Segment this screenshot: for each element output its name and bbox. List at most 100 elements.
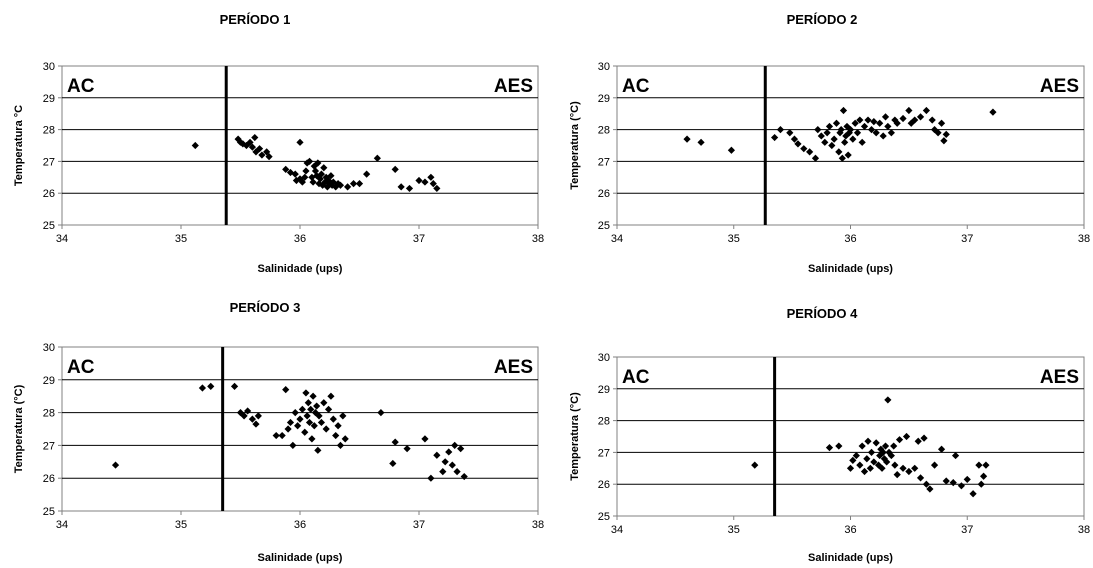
data-point xyxy=(336,441,345,449)
y-tick-label: 28 xyxy=(43,408,55,420)
data-point xyxy=(916,113,925,121)
data-point xyxy=(887,451,895,460)
data-point xyxy=(421,178,429,186)
data-point xyxy=(317,170,326,178)
y-tick-label: 28 xyxy=(43,125,55,137)
data-point xyxy=(814,126,822,134)
data-point xyxy=(825,444,834,452)
data-point xyxy=(309,392,317,400)
chart-title: PERÍODO 1 xyxy=(220,12,291,27)
data-point xyxy=(373,154,381,162)
data-point xyxy=(825,122,834,131)
data-point xyxy=(776,126,785,134)
data-point xyxy=(891,461,899,469)
data-point xyxy=(872,129,880,137)
data-point xyxy=(332,431,340,440)
data-point xyxy=(254,412,262,420)
data-point xyxy=(111,461,120,469)
data-point xyxy=(304,399,312,407)
y-tick-label: 26 xyxy=(598,188,610,200)
data-point xyxy=(885,448,893,456)
data-point xyxy=(252,148,260,156)
x-tick-label: 34 xyxy=(611,524,623,536)
data-point xyxy=(872,439,880,447)
y-tick-label: 25 xyxy=(598,220,610,232)
x-tick-label: 36 xyxy=(844,233,856,245)
data-point xyxy=(876,119,884,127)
data-point xyxy=(727,146,736,154)
data-point xyxy=(877,445,885,453)
data-point xyxy=(244,407,252,415)
data-point xyxy=(977,480,985,488)
data-point xyxy=(895,436,904,444)
data-point xyxy=(697,138,705,146)
data-point xyxy=(849,135,857,143)
data-point xyxy=(317,418,326,427)
data-point xyxy=(989,108,997,116)
y-axis-label: Temperatura °C xyxy=(13,105,25,186)
data-point xyxy=(940,137,948,145)
data-point xyxy=(811,154,820,162)
data-point xyxy=(327,392,335,400)
data-point xyxy=(355,180,364,188)
data-point xyxy=(311,167,320,175)
chart-panel-1: PERÍODO 1 25 26 27 28 29 30 34 35 36 37 38 Salinidad… xyxy=(13,12,544,275)
data-point xyxy=(441,458,449,466)
data-point xyxy=(313,172,321,180)
x-tick-label: 38 xyxy=(532,233,544,245)
y-tick-label: 30 xyxy=(598,352,610,364)
data-point xyxy=(302,389,310,397)
data-point xyxy=(429,180,437,188)
data-point xyxy=(914,437,922,445)
data-point xyxy=(790,135,799,143)
zone-label-ac: AC xyxy=(67,76,95,97)
data-point xyxy=(284,425,292,433)
zone-label-aes: AES xyxy=(1040,367,1079,388)
data-point xyxy=(893,119,901,127)
chart-panel-4: PERÍODO 4 25 26 27 28 29 30 34 35 36 37 38 Salinidad… xyxy=(569,306,1090,564)
data-point xyxy=(389,459,397,468)
y-tick-label: 25 xyxy=(43,506,55,518)
zone-label-ac: AC xyxy=(622,367,650,388)
data-point xyxy=(902,432,911,441)
data-point xyxy=(451,441,459,449)
data-point xyxy=(397,183,405,191)
data-point xyxy=(821,138,829,146)
x-tick-label: 36 xyxy=(844,524,856,536)
data-point xyxy=(191,141,199,150)
data-point xyxy=(314,446,322,454)
x-tick-label: 35 xyxy=(728,524,740,536)
x-tick-label: 37 xyxy=(413,233,425,245)
y-tick-label: 29 xyxy=(43,93,55,105)
data-point xyxy=(942,477,950,485)
data-point xyxy=(858,442,866,450)
data-point xyxy=(891,116,899,124)
x-tick-label: 37 xyxy=(961,233,973,245)
data-point xyxy=(867,126,876,134)
y-tick-label: 29 xyxy=(598,93,610,105)
zone-label-ac: AC xyxy=(622,76,650,97)
data-point xyxy=(800,145,808,153)
x-axis-label: Salinidade (ups) xyxy=(258,263,343,275)
data-point xyxy=(289,441,297,449)
data-point xyxy=(303,412,311,420)
x-axis-label: Salinidade (ups) xyxy=(808,263,893,275)
chart-title: PERÍODO 4 xyxy=(787,306,859,321)
x-tick-label: 34 xyxy=(56,519,68,531)
data-point xyxy=(282,386,290,394)
y-tick-label: 30 xyxy=(43,61,55,73)
data-point xyxy=(881,113,890,121)
data-point xyxy=(835,148,843,156)
zone-label-aes: AES xyxy=(494,357,533,378)
plot-area xyxy=(616,65,1085,226)
data-point xyxy=(794,140,802,148)
data-point xyxy=(890,442,898,450)
x-tick-label: 35 xyxy=(728,233,740,245)
data-point xyxy=(860,122,869,131)
data-point xyxy=(975,461,983,469)
data-point xyxy=(294,422,302,430)
data-point xyxy=(433,451,441,459)
data-point xyxy=(448,461,456,469)
data-point xyxy=(457,445,465,453)
data-point xyxy=(391,438,399,446)
